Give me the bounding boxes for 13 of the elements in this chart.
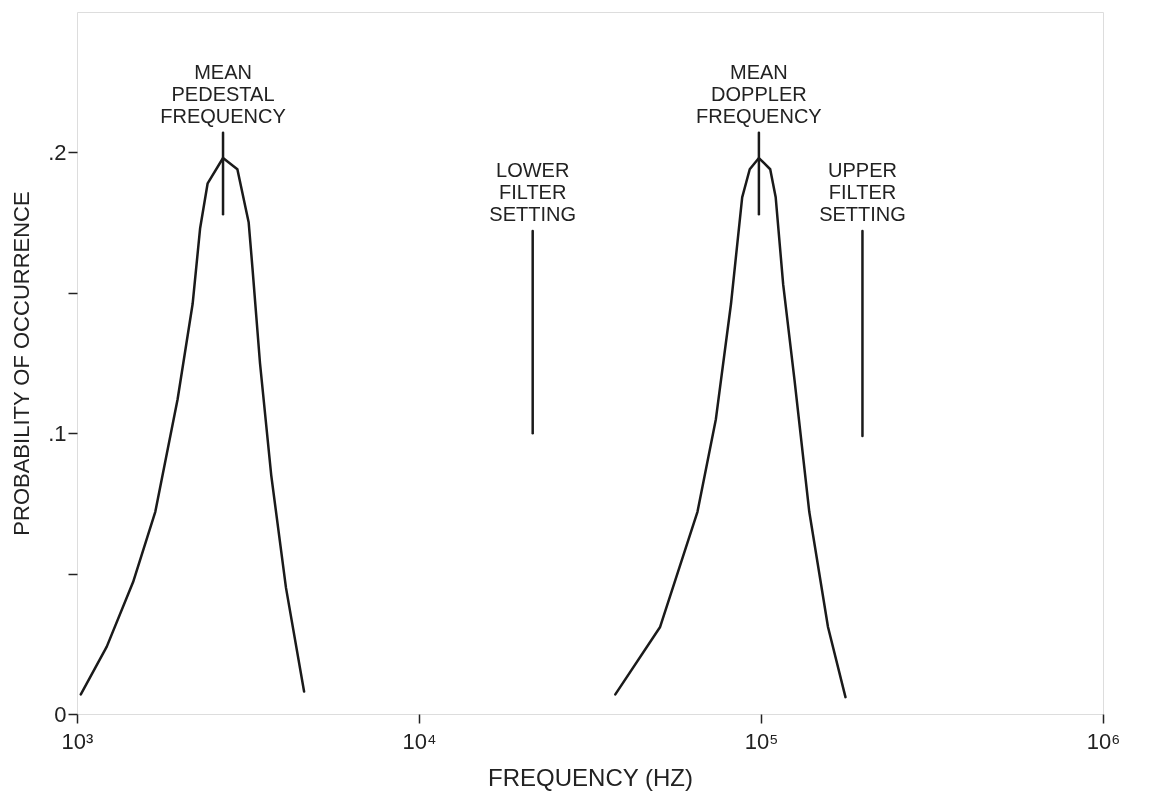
annotation: MEAN PEDESTAL FREQUENCY [160, 60, 286, 127]
y-tick-label: .2 [48, 139, 67, 165]
y-axis-title: PROBABILITY OF OCCURRENCE [9, 191, 35, 536]
y-tick-label: .1 [48, 420, 67, 446]
x-axis-title: FREQUENCY (HZ) [488, 763, 693, 791]
y-tick-label: 0 [54, 701, 67, 727]
annotation: UPPER FILTER SETTING [819, 159, 906, 226]
x-tick-label: 10⁶ [1086, 728, 1121, 754]
annotation: MEAN DOPPLER FREQUENCY [696, 60, 822, 127]
x-tick-label: 10⁴ [402, 728, 437, 754]
x-tick-label: 10³ [61, 728, 94, 754]
annotation: LOWER FILTER SETTING [489, 159, 577, 226]
x-tick-label: 10⁵ [744, 728, 779, 754]
